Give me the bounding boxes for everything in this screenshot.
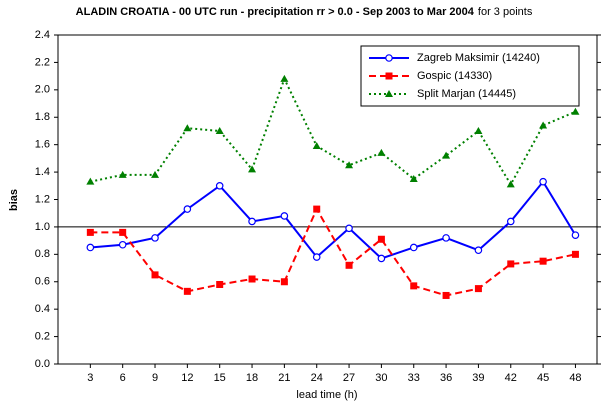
marker bbox=[216, 280, 224, 288]
chart-title: ALADIN CROATIA - 00 UTC run - precipitat… bbox=[76, 6, 475, 18]
marker bbox=[345, 261, 353, 269]
x-tick-label: 9 bbox=[152, 372, 158, 384]
x-tick-label: 18 bbox=[246, 372, 258, 384]
y-tick-label: 0.8 bbox=[35, 248, 50, 260]
series bbox=[86, 74, 580, 188]
series bbox=[86, 205, 579, 299]
y-tick-label: 2.2 bbox=[35, 56, 50, 68]
marker bbox=[248, 217, 256, 226]
marker bbox=[151, 271, 159, 279]
x-tick-label: 24 bbox=[311, 372, 323, 384]
marker bbox=[119, 228, 127, 236]
marker bbox=[474, 126, 483, 134]
marker bbox=[86, 243, 95, 252]
marker bbox=[345, 161, 354, 169]
legend-label: Split Marjan (14445) bbox=[417, 88, 516, 100]
x-tick-label: 6 bbox=[120, 372, 126, 384]
marker bbox=[86, 177, 95, 185]
series-line bbox=[90, 206, 576, 297]
x-tick-label: 15 bbox=[214, 372, 226, 384]
marker bbox=[506, 180, 515, 188]
x-tick-label: 39 bbox=[472, 372, 484, 384]
marker bbox=[151, 170, 160, 178]
marker bbox=[539, 177, 547, 186]
y-tick-label: 0.0 bbox=[35, 358, 50, 370]
legend-marker bbox=[385, 72, 393, 80]
marker bbox=[345, 224, 353, 233]
marker bbox=[539, 121, 548, 129]
marker bbox=[571, 231, 580, 239]
y-tick-label: 2.4 bbox=[35, 29, 50, 41]
marker bbox=[377, 148, 386, 156]
x-tick-label: 48 bbox=[569, 372, 581, 384]
marker bbox=[183, 124, 192, 132]
series bbox=[86, 177, 580, 263]
y-tick-label: 0.4 bbox=[35, 303, 50, 315]
legend-marker bbox=[385, 90, 393, 97]
marker bbox=[506, 217, 515, 226]
marker bbox=[442, 151, 451, 159]
marker bbox=[86, 228, 94, 236]
marker bbox=[151, 234, 159, 242]
legend-label: Gospic (14330) bbox=[417, 70, 492, 82]
y-tick-label: 0.6 bbox=[35, 276, 50, 288]
x-tick-label: 30 bbox=[375, 372, 387, 384]
marker bbox=[377, 235, 385, 243]
marker bbox=[474, 246, 483, 255]
y-tick-label: 1.2 bbox=[35, 193, 50, 205]
marker bbox=[312, 253, 321, 261]
marker bbox=[409, 243, 418, 252]
y-tick-label: 1.6 bbox=[35, 139, 50, 151]
marker bbox=[248, 275, 256, 283]
x-axis-label: lead time (h) bbox=[296, 389, 357, 401]
x-tick-label: 21 bbox=[278, 372, 290, 384]
x-tick-label: 3 bbox=[87, 372, 93, 384]
marker bbox=[571, 250, 579, 258]
marker bbox=[280, 212, 289, 220]
series-line bbox=[90, 76, 576, 187]
x-tick-label: 36 bbox=[440, 372, 452, 384]
marker bbox=[409, 174, 418, 182]
marker bbox=[442, 291, 450, 299]
x-tick-label: 12 bbox=[181, 372, 193, 384]
legend-label: Zagreb Maksimir (14240) bbox=[417, 52, 540, 64]
marker bbox=[539, 257, 547, 265]
y-tick-label: 2.0 bbox=[35, 84, 50, 96]
chart-subtitle: for 3 points bbox=[478, 6, 533, 18]
x-tick-label: 42 bbox=[505, 372, 517, 384]
marker bbox=[183, 287, 191, 295]
x-tick-label: 27 bbox=[343, 372, 355, 384]
marker bbox=[313, 205, 321, 213]
marker bbox=[215, 126, 224, 134]
marker bbox=[377, 254, 386, 263]
marker bbox=[118, 170, 127, 178]
legend-marker bbox=[385, 54, 393, 62]
marker bbox=[410, 282, 418, 290]
y-tick-label: 1.4 bbox=[35, 166, 50, 178]
marker bbox=[280, 278, 288, 286]
marker bbox=[571, 107, 580, 115]
y-axis-label: bias bbox=[8, 189, 20, 211]
series-line bbox=[90, 179, 577, 260]
chart-title-group: ALADIN CROATIA - 00 UTC run - precipitat… bbox=[76, 6, 533, 18]
x-tick-label: 33 bbox=[408, 372, 420, 384]
marker bbox=[474, 285, 482, 293]
legend: Zagreb Maksimir (14240) Gospic (14330) Spl… bbox=[360, 45, 580, 107]
marker bbox=[118, 240, 127, 249]
y-tick-label: 1.8 bbox=[35, 111, 50, 123]
y-tick-label: 1.0 bbox=[35, 221, 50, 233]
x-tick-label: 45 bbox=[537, 372, 549, 384]
marker bbox=[215, 181, 224, 190]
marker bbox=[507, 260, 515, 268]
marker bbox=[183, 205, 192, 213]
marker bbox=[248, 165, 257, 173]
marker bbox=[312, 142, 321, 150]
marker bbox=[442, 234, 450, 242]
y-tick-label: 0.2 bbox=[35, 330, 50, 342]
marker bbox=[280, 74, 289, 82]
